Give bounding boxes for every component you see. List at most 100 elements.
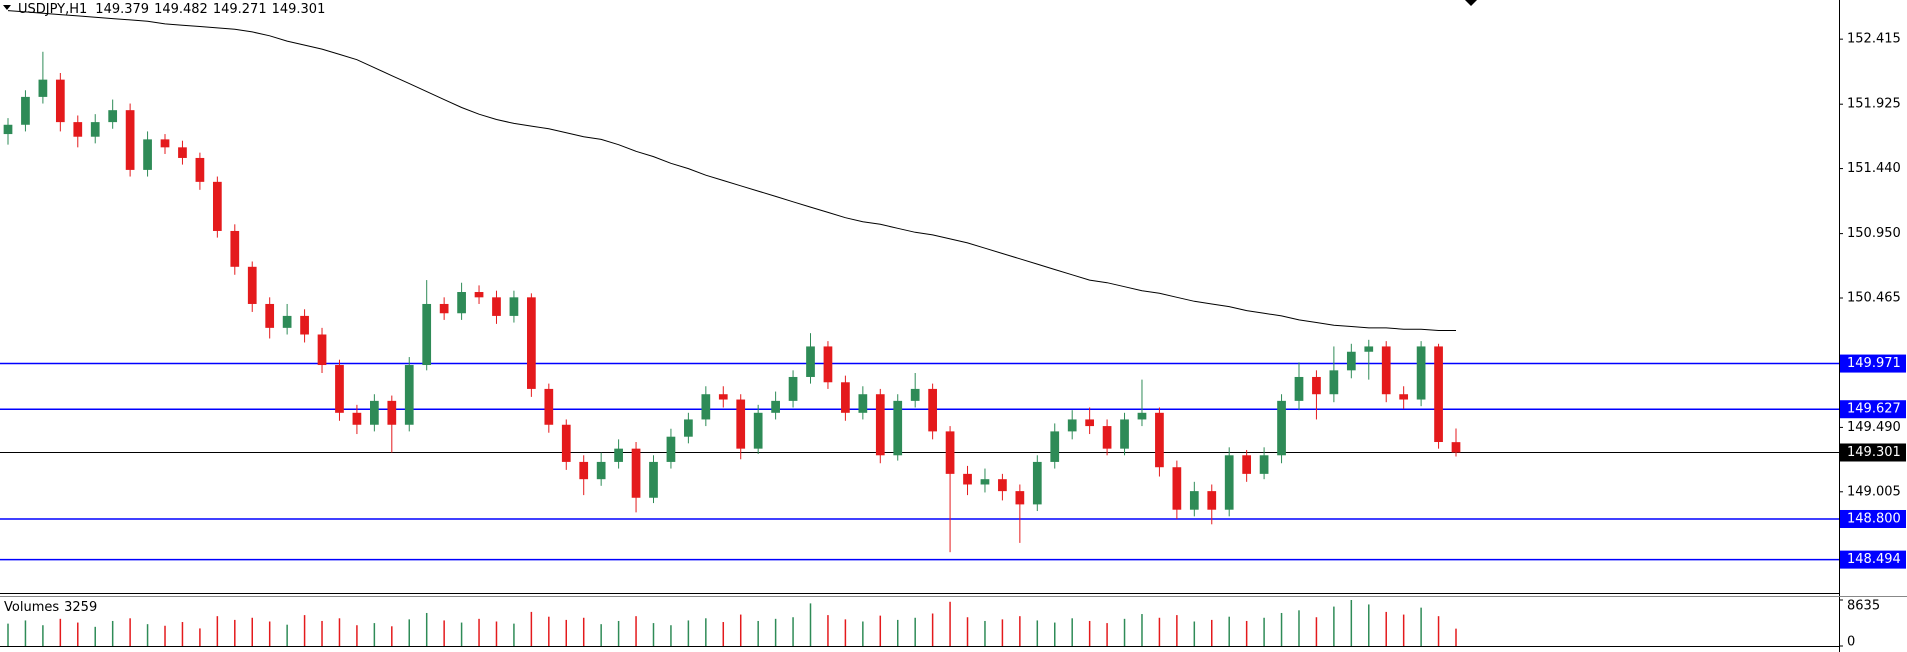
candle-body	[823, 346, 833, 383]
level-tag	[1840, 354, 1906, 373]
candle-body	[1137, 412, 1147, 420]
candle-body	[1346, 351, 1356, 371]
candle-body	[1294, 376, 1304, 401]
price-tag	[1840, 443, 1906, 462]
last-open: 149.379	[95, 2, 149, 17]
candle-body	[736, 399, 746, 449]
candle-body	[1399, 394, 1409, 400]
y-tick-label: 149.490	[1847, 420, 1901, 435]
candle-body	[631, 448, 641, 498]
candle-body	[352, 412, 362, 425]
level-tag	[1840, 509, 1906, 528]
candle-body	[928, 388, 937, 432]
level-tag	[1840, 550, 1906, 569]
last-close: 149.301	[272, 2, 326, 17]
price-label: 149.301	[1847, 445, 1901, 460]
candle-body	[963, 473, 972, 485]
level-label: 148.800	[1847, 511, 1901, 526]
menu-arrow[interactable]	[3, 5, 11, 10]
candle-body	[212, 181, 222, 231]
candle-body	[1015, 491, 1025, 505]
candle-body	[1312, 376, 1321, 395]
candle-body	[910, 388, 920, 401]
level-label: 149.971	[1847, 356, 1901, 371]
candle-body	[561, 424, 571, 462]
y-tick-label: 150.465	[1847, 290, 1901, 305]
candle-body	[1329, 370, 1339, 395]
candle-body	[841, 382, 850, 413]
candle-body	[649, 461, 658, 498]
candle-body	[370, 400, 379, 425]
candle-body	[701, 394, 711, 420]
shift-marker	[1465, 0, 1477, 6]
y-tick-label: 151.925	[1847, 97, 1901, 112]
candle-body	[422, 303, 432, 366]
level-tag	[1840, 400, 1906, 419]
candle-body	[404, 365, 414, 425]
candle-body	[1050, 431, 1060, 462]
candle-body	[753, 412, 763, 449]
candle-body	[684, 419, 693, 437]
candle-body	[1120, 419, 1129, 449]
candle-body	[1259, 455, 1269, 474]
level-label: 149.627	[1847, 402, 1901, 417]
volume-tick-label: 0	[1847, 635, 1855, 650]
volume-name: Volumes	[4, 600, 59, 615]
candle-body	[335, 365, 344, 413]
volume-tick-label: 8635	[1847, 599, 1880, 614]
candle-body	[160, 139, 170, 148]
candle-body	[247, 266, 257, 304]
candle-body	[1242, 455, 1252, 474]
candle-body	[1364, 346, 1374, 352]
candle-body	[492, 297, 501, 316]
candle-body	[1277, 400, 1286, 456]
candle-body	[666, 436, 676, 462]
candle-body	[230, 230, 240, 267]
candle-body	[1451, 442, 1461, 453]
candle-body	[317, 334, 327, 366]
candle-body	[125, 110, 135, 170]
y-tick-label: 149.005	[1847, 484, 1901, 499]
candle-body	[38, 79, 48, 97]
candle-body	[178, 147, 187, 158]
candle-body	[55, 79, 65, 123]
candle-body	[21, 96, 30, 125]
candle-body	[143, 139, 152, 170]
candle-body	[3, 124, 13, 135]
candle-body	[771, 400, 780, 413]
candle-body	[806, 346, 815, 377]
candle-body	[527, 297, 536, 389]
candle-body	[980, 479, 990, 485]
candle-body	[457, 292, 466, 314]
candle-body	[1172, 467, 1182, 510]
candle-body	[108, 110, 118, 123]
candle-body	[1155, 412, 1164, 468]
y-tick-label: 152.415	[1847, 32, 1901, 47]
candle-body	[1102, 426, 1112, 449]
candle-body	[1416, 346, 1426, 400]
candle-body	[788, 376, 798, 401]
candle-body	[73, 122, 83, 137]
candle-body	[1189, 491, 1199, 510]
candle-body	[1224, 455, 1234, 510]
candle-body	[474, 292, 484, 298]
candle-body	[439, 303, 449, 314]
chart-header: USDJPY,H1 149.379 149.482 149.271 149.301	[18, 2, 325, 17]
candle-body	[596, 461, 606, 480]
candle-body	[90, 122, 100, 137]
volume-title: Volumes 3259	[4, 600, 97, 615]
candle-body	[1067, 419, 1077, 432]
candle-body	[282, 315, 292, 328]
candle-body	[614, 448, 623, 462]
candle-body	[544, 388, 554, 425]
candle-body	[300, 315, 309, 335]
candle-body	[1434, 346, 1443, 443]
candle-body	[893, 400, 903, 456]
moving-average	[7, 10, 1456, 331]
candle-body	[195, 157, 205, 182]
candle-body	[509, 297, 519, 316]
level-label: 148.494	[1847, 552, 1901, 567]
